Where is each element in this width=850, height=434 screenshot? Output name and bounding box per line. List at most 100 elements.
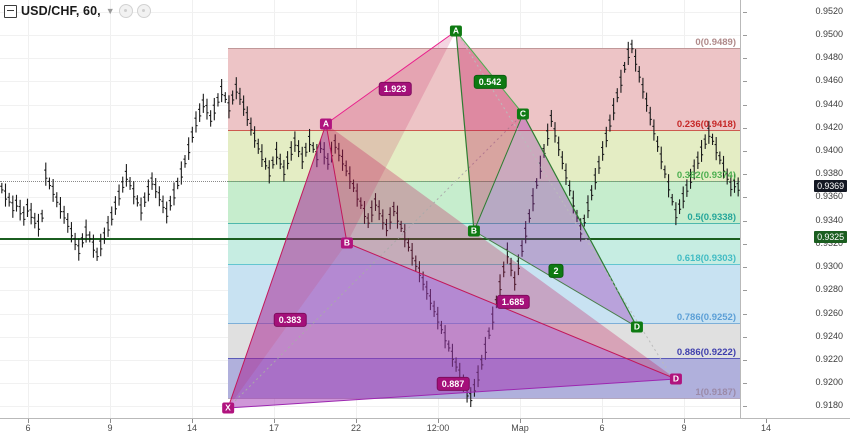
price-tick-mark <box>743 406 747 408</box>
price-axis[interactable]: 0.9520 0.9500 0.9480 0.9460 0.9440 0.9420 0.94… <box>740 0 850 418</box>
level-line-0.9325 <box>0 238 740 241</box>
price-tick-0.9500: 0.9500 <box>815 28 843 39</box>
time-axis[interactable]: 6 9 14 17 22 12:00 Мар 6 9 14 <box>0 418 850 434</box>
price-tick-mark <box>743 11 747 13</box>
price-tick-0.9280: 0.9280 <box>815 284 843 295</box>
time-tick-Мар: Мар <box>511 423 529 433</box>
price-tick-mark <box>743 336 747 338</box>
price-tick-mark <box>743 383 747 385</box>
price-tick-0.9240: 0.9240 <box>815 330 843 341</box>
price-tick-mark <box>743 197 747 199</box>
time-tick-mark <box>192 419 193 423</box>
price-tick-0.9520: 0.9520 <box>815 5 843 16</box>
price-tick-0.9360: 0.9360 <box>815 191 843 202</box>
gridline-horizontal <box>0 406 740 408</box>
fib-label-0.5: 0.5(0.9338) <box>687 211 736 223</box>
price-tick-0.9440: 0.9440 <box>815 98 843 109</box>
chevron-down-icon[interactable]: ▼ <box>105 5 115 16</box>
price-tick-0.9200: 0.9200 <box>815 377 843 388</box>
time-tick-mark <box>274 419 275 423</box>
price-tick-mark <box>743 174 747 176</box>
time-tick-mark <box>438 419 439 423</box>
price-tick-0.9340: 0.9340 <box>815 214 843 225</box>
collapse-box-icon[interactable] <box>4 4 17 18</box>
pattern-point-x-magenta[interactable]: X <box>222 402 234 414</box>
price-tick-mark <box>743 127 747 129</box>
fib-label-1: 1(0.9187) <box>695 387 736 399</box>
pattern-point-b-green[interactable]: B <box>467 225 481 237</box>
pattern-overlay <box>227 30 681 409</box>
band-382-5 <box>228 181 740 223</box>
gridline-vertical <box>192 0 193 418</box>
pattern-point-b-magenta[interactable]: B <box>340 237 354 249</box>
fib-line-0.786 <box>228 322 740 324</box>
fib-line-0.886 <box>228 357 740 359</box>
time-tick-mark <box>520 419 521 423</box>
pattern-point-c-green[interactable]: C <box>516 108 530 120</box>
price-tick-mark <box>743 359 747 361</box>
time-tick-6: 6 <box>599 423 605 433</box>
crosshair-line <box>0 181 740 183</box>
time-tick-22: 22 <box>350 423 362 433</box>
fib-label-0.618: 0.618(0.9303) <box>676 252 736 264</box>
ratio-label-0.542[interactable]: 0.542 <box>473 74 507 90</box>
fib-label-0.382: 0.382(0.9374) <box>676 170 736 182</box>
pattern-point-d-green[interactable]: D <box>630 321 644 333</box>
ratio-label-2[interactable]: 2 <box>548 263 564 279</box>
fib-line-0 <box>228 47 740 49</box>
price-tick-0.9420: 0.9420 <box>815 121 843 132</box>
fib-label-0: 0(0.9489) <box>695 36 736 48</box>
price-tick-0.9460: 0.9460 <box>815 75 843 86</box>
fib-label-0.236: 0.236(0.9418) <box>676 119 736 131</box>
pattern-point-d-magenta[interactable]: D <box>669 373 683 385</box>
eye-circle-icon[interactable] <box>118 4 133 18</box>
chart-header: USD/CHF, 60, ▼ <box>0 0 151 22</box>
fib-line-0.5 <box>228 222 740 224</box>
last-price-badge: 0.9369 <box>814 179 847 192</box>
price-tick-mark <box>743 290 747 292</box>
time-tick-14: 14 <box>186 423 198 433</box>
time-tick-mark <box>684 419 685 423</box>
price-tick-mark <box>743 243 747 245</box>
price-tick-mark <box>743 267 747 269</box>
plot-area[interactable]: X A B D A C B D 1.923 0.383 1.685 0.887 0.542 2 0(0.9… <box>0 0 740 418</box>
price-tick-0.9300: 0.9300 <box>815 261 843 272</box>
fib-line-0.236 <box>228 130 740 132</box>
ratio-label-0.887[interactable]: 0.887 <box>436 376 470 392</box>
price-tick-0.9220: 0.9220 <box>815 353 843 364</box>
time-tick-12:00: 12:00 <box>426 423 450 433</box>
price-tick-mark <box>743 34 747 36</box>
price-tick-mark <box>743 313 747 315</box>
fib-line-1 <box>228 398 740 400</box>
price-tick-mark <box>743 150 747 152</box>
price-tick-mark <box>743 81 747 83</box>
price-tick-0.9480: 0.9480 <box>815 52 843 63</box>
price-tick-0.9180: 0.9180 <box>815 400 843 411</box>
price-tick-mark <box>743 58 747 60</box>
ratio-label-1.923[interactable]: 1.923 <box>378 81 412 97</box>
gridline-vertical <box>28 0 29 418</box>
time-tick-6: 6 <box>25 423 31 433</box>
time-tick-mark <box>356 419 357 423</box>
pattern-point-a-magenta[interactable]: A <box>319 118 333 130</box>
price-tick-0.9260: 0.9260 <box>815 307 843 318</box>
time-tick-9: 9 <box>107 423 113 433</box>
level-price-badge: 0.9325 <box>814 231 847 244</box>
time-tick-mark <box>110 419 111 423</box>
time-tick-9: 9 <box>681 423 687 433</box>
page-title: USD/CHF, 60, <box>21 4 101 18</box>
gridline-horizontal <box>0 34 740 36</box>
ratio-label-0.383[interactable]: 0.383 <box>273 312 307 328</box>
fib-label-0.886: 0.886(0.9222) <box>676 346 736 358</box>
fib-line-0.618 <box>228 263 740 265</box>
ratio-label-1.685[interactable]: 1.685 <box>496 294 530 310</box>
gear-circle-icon[interactable] <box>136 4 151 18</box>
fib-label-0.786: 0.786(0.9252) <box>676 311 736 323</box>
time-tick-mark <box>28 419 29 423</box>
price-tick-mark <box>743 104 747 106</box>
gridline-vertical <box>110 0 111 418</box>
price-tick-0.9400: 0.9400 <box>815 144 843 155</box>
time-tick-17: 17 <box>268 423 280 433</box>
pattern-point-a-green[interactable]: A <box>449 25 463 37</box>
